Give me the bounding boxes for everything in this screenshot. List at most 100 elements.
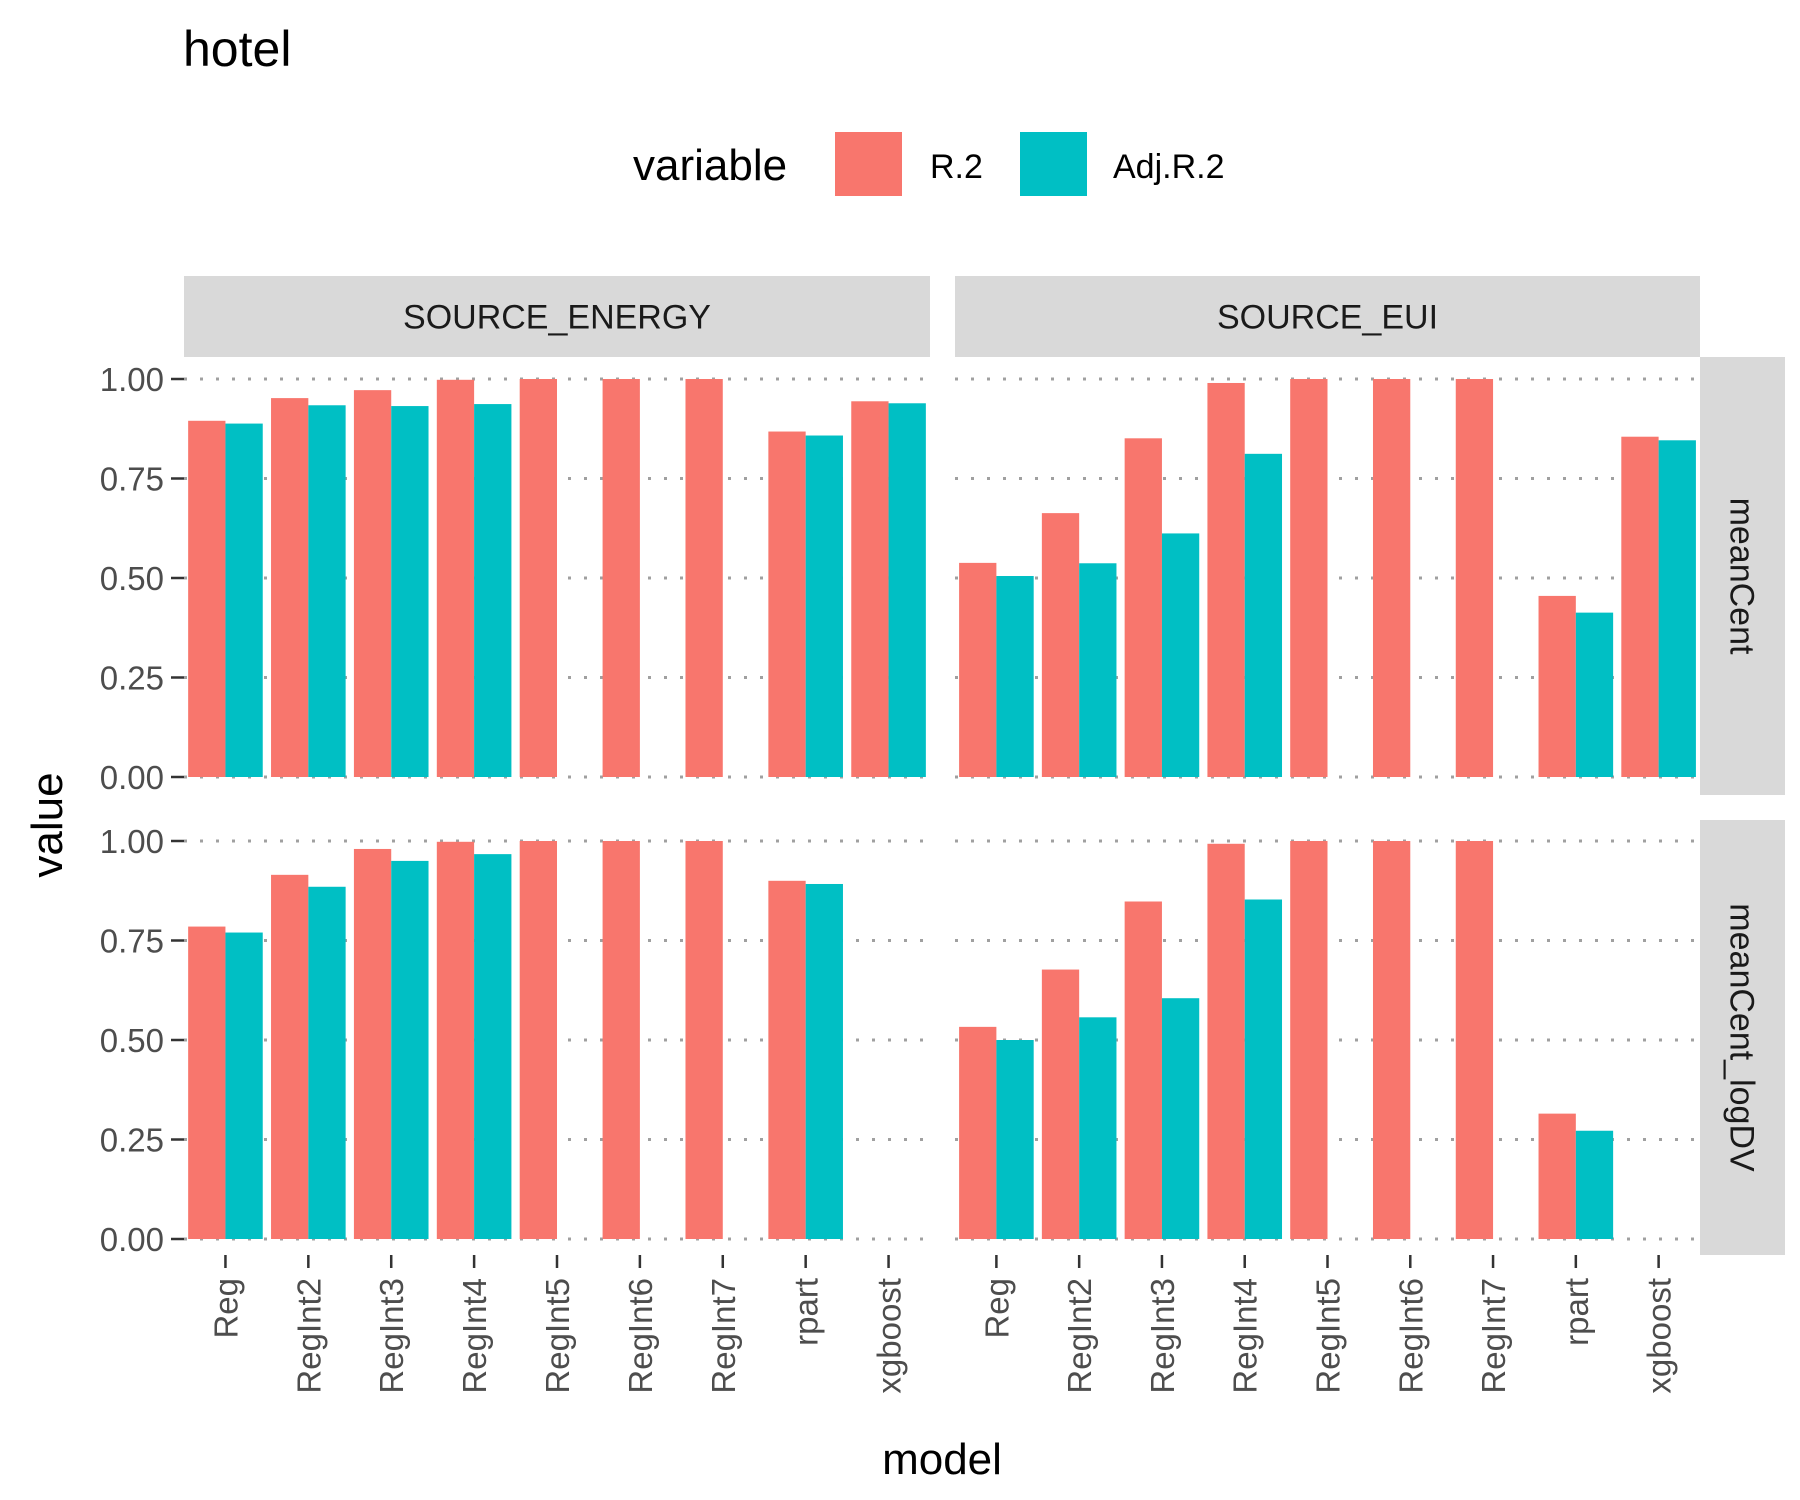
bar-source-eui-meancent-regint3-adj-r-2 [1161, 533, 1200, 777]
bar-source-eui-meancent-logdv-regint7-r-2 [1455, 841, 1494, 1239]
x-tick-label-reg: Reg [978, 1278, 1015, 1339]
x-tick-label-reg: Reg [207, 1278, 244, 1339]
x-tick-label-regint3: RegInt3 [373, 1278, 410, 1394]
legend-label-adj-r2: Adj.R.2 [1113, 148, 1225, 186]
bar-source-eui-meancent-logdv-rpart-adj-r-2 [1575, 1130, 1614, 1239]
bar-source-energy-meancent-logdv-regint4-adj-r-2 [474, 854, 512, 1239]
bar-source-eui-meancent-regint4-r-2 [1207, 382, 1245, 777]
bar-source-eui-meancent-logdv-rpart-r-2 [1538, 1113, 1576, 1239]
bar-source-eui-meancent-regint4-adj-r-2 [1244, 453, 1283, 777]
bar-source-energy-meancent-xgboost-r-2 [851, 401, 889, 777]
x-tick-label-xgboost: xgboost [871, 1278, 908, 1394]
y-tick-label: 0.75 [100, 923, 164, 960]
bar-source-eui-meancent-logdv-regint2-r-2 [1041, 969, 1080, 1239]
bar-source-energy-meancent-regint5-r-2 [519, 379, 557, 777]
bar-source-eui-meancent-logdv-reg-r-2 [959, 1026, 997, 1239]
facet-strip-source-eui [955, 276, 1700, 357]
x-tick-label-regint3: RegInt3 [1144, 1278, 1181, 1394]
facet-label-source-eui: SOURCE_EUI [1217, 299, 1438, 337]
bar-source-eui-meancent-regint2-r-2 [1041, 513, 1080, 777]
bar-source-energy-meancent-logdv-regint3-adj-r-2 [391, 860, 429, 1239]
bar-source-energy-meancent-logdv-rpart-adj-r-2 [805, 883, 843, 1239]
x-tick-label-regint7: RegInt7 [1475, 1278, 1512, 1394]
legend-label-r2: R.2 [930, 148, 983, 186]
facet-label-meancent: meanCent [1723, 498, 1761, 655]
bar-source-eui-meancent-logdv-reg-adj-r-2 [996, 1040, 1034, 1239]
bar-source-eui-meancent-regint2-adj-r-2 [1079, 563, 1117, 777]
bar-source-energy-meancent-logdv-regint6-r-2 [602, 841, 640, 1239]
x-tick-label-xgboost: xgboost [1641, 1278, 1678, 1394]
y-tick-label: 0.00 [100, 1221, 164, 1258]
legend-swatch-adj-r2 [1020, 132, 1087, 196]
x-tick-label-regint7: RegInt7 [705, 1278, 742, 1394]
bar-source-energy-meancent-logdv-regint2-r-2 [271, 874, 309, 1239]
bar-source-eui-meancent-rpart-adj-r-2 [1575, 612, 1614, 777]
bar-source-energy-meancent-logdv-rpart-r-2 [768, 880, 806, 1239]
chart-title: hotel [183, 21, 291, 77]
bar-source-energy-meancent-regint3-adj-r-2 [391, 406, 429, 777]
bar-source-energy-meancent-regint7-r-2 [685, 379, 723, 777]
x-tick-label-rpart: rpart [1558, 1278, 1595, 1346]
panels-layer: SOURCE_ENERGY SOURCE_EUI meanCent meanCent_… [100, 276, 1785, 1394]
bar-source-energy-meancent-regint2-r-2 [271, 398, 309, 777]
legend-title: variable [633, 141, 787, 190]
x-tick-label-regint2: RegInt2 [1061, 1278, 1098, 1394]
x-tick-label-regint6: RegInt6 [622, 1278, 659, 1394]
bar-source-eui-meancent-regint3-r-2 [1124, 438, 1162, 777]
bar-source-eui-meancent-regint7-r-2 [1455, 379, 1494, 777]
bar-source-eui-meancent-xgboost-adj-r-2 [1658, 440, 1696, 777]
bar-source-energy-meancent-regint4-adj-r-2 [474, 404, 512, 777]
legend-swatch-r2 [835, 132, 902, 196]
facet-label-source-energy: SOURCE_ENERGY [403, 299, 711, 337]
facet-strip-meancent-logdv [1700, 820, 1785, 1255]
x-tick-label-regint4: RegInt4 [1227, 1278, 1264, 1394]
bar-source-eui-meancent-rpart-r-2 [1538, 595, 1576, 777]
bar-source-eui-meancent-logdv-regint5-r-2 [1290, 841, 1328, 1239]
x-tick-label-regint2: RegInt2 [290, 1278, 327, 1394]
bar-source-energy-meancent-logdv-regint4-r-2 [436, 841, 475, 1239]
y-tick-label: 0.50 [100, 1022, 164, 1059]
bar-source-energy-meancent-logdv-regint5-r-2 [519, 841, 557, 1239]
bar-source-energy-meancent-regint2-adj-r-2 [308, 405, 346, 777]
bar-source-eui-meancent-regint5-r-2 [1290, 379, 1328, 777]
x-tick-label-rpart: rpart [788, 1278, 825, 1346]
x-tick-label-regint6: RegInt6 [1392, 1278, 1429, 1394]
bar-source-energy-meancent-regint3-r-2 [353, 390, 392, 777]
x-tick-label-regint4: RegInt4 [456, 1278, 493, 1394]
bar-source-energy-meancent-logdv-regint7-r-2 [685, 841, 723, 1239]
bar-source-eui-meancent-logdv-regint2-adj-r-2 [1079, 1017, 1117, 1239]
bar-source-eui-meancent-xgboost-r-2 [1621, 436, 1659, 777]
facet-strip-meancent [1700, 357, 1785, 795]
bar-source-energy-meancent-logdv-reg-r-2 [188, 926, 226, 1239]
bar-source-energy-meancent-regint6-r-2 [602, 379, 640, 777]
facet-label-meancent-logdv: meanCent_logDV [1723, 903, 1761, 1172]
bar-source-energy-meancent-logdv-regint3-r-2 [353, 848, 392, 1239]
bar-source-energy-meancent-rpart-r-2 [768, 431, 806, 777]
facet-strip-source-energy [184, 276, 930, 357]
bar-source-eui-meancent-logdv-regint4-adj-r-2 [1244, 899, 1283, 1239]
bar-source-energy-meancent-logdv-reg-adj-r-2 [225, 932, 263, 1239]
bar-source-eui-meancent-reg-adj-r-2 [996, 576, 1034, 777]
bar-source-eui-meancent-regint6-r-2 [1372, 379, 1411, 777]
x-tick-label-regint5: RegInt5 [1310, 1278, 1347, 1394]
bar-source-energy-meancent-logdv-regint2-adj-r-2 [308, 886, 346, 1239]
bar-source-energy-meancent-xgboost-adj-r-2 [888, 403, 926, 777]
bar-source-eui-meancent-logdv-regint6-r-2 [1372, 841, 1411, 1239]
bar-source-energy-meancent-reg-r-2 [188, 420, 226, 777]
bar-source-energy-meancent-regint4-r-2 [436, 379, 475, 777]
y-tick-label: 1.00 [100, 823, 164, 860]
bar-source-eui-meancent-logdv-regint3-adj-r-2 [1161, 998, 1200, 1239]
bar-source-eui-meancent-logdv-regint4-r-2 [1207, 843, 1245, 1239]
legend: variable R.2 Adj.R.2 [633, 132, 1225, 196]
y-tick-label: 0.25 [100, 660, 164, 697]
y-tick-label: 0.25 [100, 1122, 164, 1159]
x-axis-title: model [882, 1435, 1002, 1484]
x-tick-label-regint5: RegInt5 [539, 1278, 576, 1394]
y-tick-label: 0.50 [100, 560, 164, 597]
bar-source-energy-meancent-rpart-adj-r-2 [805, 435, 843, 777]
y-tick-label: 0.75 [100, 461, 164, 498]
bar-source-eui-meancent-reg-r-2 [959, 562, 997, 777]
bar-source-eui-meancent-logdv-regint3-r-2 [1124, 901, 1162, 1239]
